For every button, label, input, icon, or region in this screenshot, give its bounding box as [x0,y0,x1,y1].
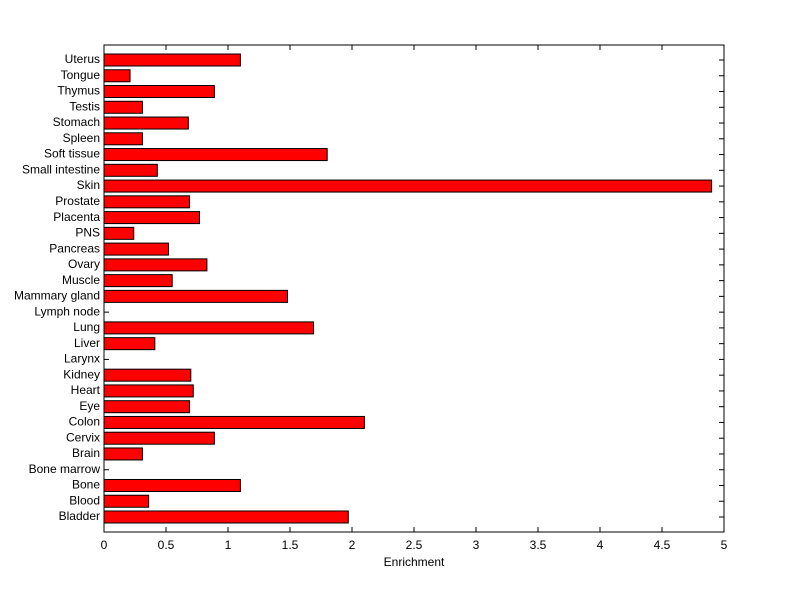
y-tick-label: Uterus [65,52,100,66]
x-tick-label: 3 [473,538,480,552]
bar [103,242,169,256]
x-tick-label: 4 [597,538,604,552]
y-tick-label: Mammary gland [14,289,100,303]
bar [103,447,143,461]
x-tick-label: 0 [101,538,108,552]
bar [103,226,135,240]
y-tick-label: Cervix [66,430,100,444]
bar [103,368,192,382]
bar [103,415,365,429]
bar [103,163,158,177]
y-tick-label: Liver [74,336,100,350]
x-tick-label: 5 [721,538,728,552]
x-tick-label: 4.5 [654,538,671,552]
bar [103,85,215,99]
bar [103,274,173,288]
x-tick-label: 1 [225,538,232,552]
plot-frame [103,44,725,533]
y-tick-label: Bone marrow [29,462,101,476]
bar [103,148,328,162]
y-tick-label: Small intestine [22,162,100,176]
y-tick-label: Lung [73,320,100,334]
y-tick-label: Stomach [53,115,100,129]
x-tick-label: 1.5 [282,538,299,552]
y-tick-label: Tongue [61,68,101,82]
y-tick-label: Soft tissue [44,147,100,161]
x-tick-label: 2.5 [406,538,423,552]
y-tick-label: Larynx [64,352,100,366]
bar [103,132,143,146]
y-tick-label: Kidney [63,367,100,381]
bar [103,321,315,335]
bar [103,337,156,351]
x-tick-label: 2 [349,538,356,552]
bar [103,258,208,272]
y-tick-label: Testis [69,99,100,113]
x-tick-label: 3.5 [530,538,547,552]
bar [103,211,200,225]
bar [103,431,215,445]
y-tick-label: Ovary [68,257,100,271]
y-tick-label: Spleen [63,131,100,145]
bar [103,69,131,83]
y-tick-label: Eye [79,399,100,413]
bar [103,53,241,67]
y-tick-label: Brain [72,446,100,460]
x-axis-label: Enrichment [384,555,445,569]
y-tick-label: Lymph node [34,304,100,318]
bar [103,289,289,303]
bar [103,478,241,492]
y-tick-label: Bladder [59,509,100,523]
y-tick-label: Skin [77,178,100,192]
y-tick-label: Prostate [55,194,100,208]
bar [103,400,191,414]
y-tick-label: Thymus [57,84,100,98]
y-tick-label: Colon [69,415,100,429]
y-tick-label: PNS [75,226,100,240]
y-tick-label: Placenta [53,210,100,224]
bar [103,179,713,193]
bar [103,494,150,508]
y-tick-label: Bone [72,478,100,492]
x-tick-label: 0.5 [158,538,175,552]
y-tick-label: Pancreas [49,241,100,255]
bar [103,510,349,524]
y-tick-label: Blood [69,493,100,507]
y-tick-label: Heart [71,383,101,397]
y-tick-label: Muscle [62,273,100,287]
bar [103,116,189,130]
bar [103,384,194,398]
bar [103,100,143,114]
bar [103,195,191,209]
